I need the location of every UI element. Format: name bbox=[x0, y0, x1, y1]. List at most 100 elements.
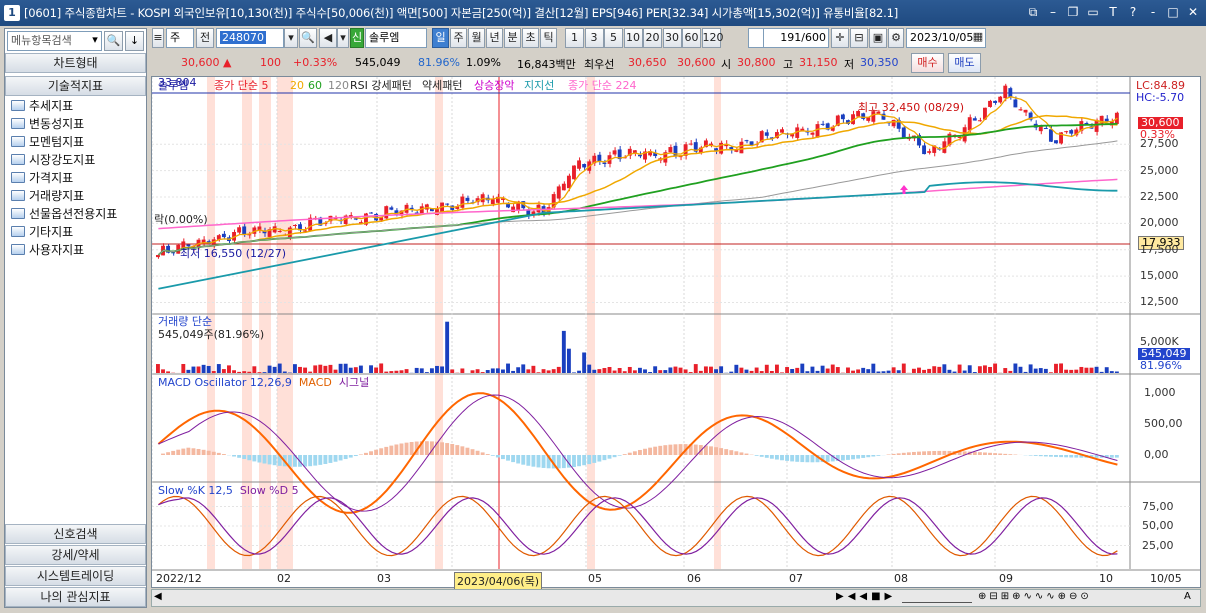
period-button-0[interactable]: 일 bbox=[432, 28, 449, 48]
volume-bar bbox=[846, 367, 850, 373]
dash-icon[interactable]: ‐ bbox=[1150, 5, 1156, 19]
tree-item-3[interactable]: 시장강도지표 bbox=[11, 151, 95, 168]
interval-button-3[interactable]: 10 bbox=[623, 28, 643, 48]
volume-bar bbox=[389, 371, 394, 373]
interval-button-2[interactable]: 5 bbox=[604, 28, 623, 48]
candle bbox=[389, 207, 394, 210]
period-button-3[interactable]: 년 bbox=[486, 28, 503, 48]
speaker-dropdown-icon[interactable]: ▾ bbox=[337, 28, 349, 48]
macd-oscillator-bar bbox=[292, 455, 297, 467]
interval-button-4[interactable]: 20 bbox=[643, 28, 662, 48]
code-dropdown-icon[interactable]: ▾ bbox=[284, 28, 298, 48]
scroll-left-icon[interactable]: ◀ bbox=[154, 591, 162, 602]
period-button-1[interactable]: 주 bbox=[450, 28, 467, 48]
candle bbox=[577, 160, 582, 169]
period-button-4[interactable]: 분 bbox=[504, 28, 521, 48]
volume-bar bbox=[445, 321, 450, 373]
my-indicator-button[interactable]: 나의 관심지표 bbox=[5, 587, 146, 607]
stock-name[interactable]: 솔루엠 bbox=[365, 28, 427, 48]
system-trading-button[interactable]: 시스템트레이딩 bbox=[5, 566, 146, 586]
period-button-5[interactable]: 초 bbox=[522, 28, 539, 48]
chart-canvas[interactable] bbox=[152, 77, 1200, 587]
zoom-slider[interactable] bbox=[902, 594, 972, 603]
tree-item-6[interactable]: 선물옵션전용지표 bbox=[11, 205, 117, 222]
interval-button-1[interactable]: 3 bbox=[584, 28, 604, 48]
all-button[interactable]: 전 bbox=[196, 28, 214, 48]
tree-item-8[interactable]: 사용자지표 bbox=[11, 241, 84, 258]
font-size-icon[interactable]: A bbox=[1184, 591, 1191, 602]
search-icon[interactable]: 🔍 bbox=[104, 31, 123, 51]
crosshair-icon[interactable]: ✛ bbox=[831, 28, 849, 48]
technical-indicator-header[interactable]: 기술적지표 bbox=[5, 76, 146, 96]
candle bbox=[292, 224, 297, 227]
calendar-icon[interactable]: ▦ bbox=[972, 30, 984, 43]
volume-bar bbox=[262, 372, 267, 373]
market-select[interactable]: 주 bbox=[166, 28, 194, 48]
interval-button-0[interactable]: 1 bbox=[565, 28, 584, 48]
macd-oscillator-bar bbox=[663, 445, 668, 455]
candle bbox=[632, 150, 637, 154]
volume-bar bbox=[683, 369, 688, 373]
chart-type-header[interactable]: 차트형태 bbox=[5, 53, 146, 73]
minimize-icon[interactable]: – bbox=[1050, 5, 1056, 19]
candle bbox=[729, 147, 734, 150]
candle bbox=[744, 140, 749, 142]
zoom-out-icon[interactable]: ⊟ bbox=[850, 28, 868, 48]
download-icon[interactable]: ↓ bbox=[125, 31, 144, 51]
tree-item-4[interactable]: 가격지표 bbox=[11, 169, 73, 186]
search-stock-icon[interactable]: 🔍 bbox=[299, 28, 317, 48]
interval-button-5[interactable]: 30 bbox=[662, 28, 682, 48]
horizontal-scrollbar[interactable]: ◀ ▶◀◀■▶ ⊕⊟⊞⊕∿∿∿⊕⊖⊙ A bbox=[151, 589, 1201, 607]
tree-item-0[interactable]: 추세지표 bbox=[11, 97, 73, 114]
help-icon[interactable]: ? bbox=[1129, 5, 1137, 19]
interval-button-6[interactable]: 60 bbox=[682, 28, 701, 48]
signal-search-button[interactable]: 신호검색 bbox=[5, 524, 146, 544]
list-icon[interactable]: ≡ bbox=[152, 28, 164, 48]
link-icon[interactable]: ⧉ bbox=[1028, 5, 1038, 19]
settings-icon[interactable]: ⚙ bbox=[888, 28, 904, 48]
dropdown-icon[interactable]: ▾ bbox=[92, 33, 98, 46]
tree-item-2[interactable]: 모멘텀지표 bbox=[11, 133, 84, 150]
maximize-icon[interactable]: ▭ bbox=[1087, 5, 1099, 19]
macd-oscillator-bar bbox=[480, 452, 485, 455]
candle bbox=[348, 215, 353, 218]
chart-area[interactable]: 솔루엠 종가 단순 5 20 60 120 RSI 강세패턴 약세패턴 상승장악 지지선 종가 단… bbox=[151, 76, 1201, 590]
close-icon[interactable]: ✕ bbox=[1187, 5, 1199, 19]
macd-oscillator-bar bbox=[460, 446, 465, 455]
volume-bar bbox=[815, 370, 820, 373]
page-count[interactable]: 191/600 bbox=[763, 28, 829, 48]
tree-item-5[interactable]: 거래량지표 bbox=[11, 187, 84, 204]
highlight-band bbox=[277, 77, 293, 569]
menu-search-input[interactable]: 메뉴항목검색 bbox=[7, 31, 102, 51]
lc-label: LC:84.89 bbox=[1136, 79, 1186, 92]
buy-button[interactable]: 매수 bbox=[911, 53, 944, 73]
x-axis-label-1: 02 bbox=[277, 572, 291, 585]
playback-controls-icon[interactable]: ▶◀◀■▶ bbox=[836, 591, 897, 602]
drawing-tools-icon[interactable]: ⊕⊟⊞⊕∿∿∿⊕⊖⊙ bbox=[978, 591, 1092, 602]
interval-button-7[interactable]: 120 bbox=[701, 28, 724, 48]
macd-oscillator-bar bbox=[724, 449, 729, 455]
period-button-2[interactable]: 월 bbox=[468, 28, 485, 48]
tree-item-7[interactable]: 기타지표 bbox=[11, 223, 73, 240]
restore-icon[interactable]: ❐ bbox=[1067, 5, 1079, 19]
date-input[interactable]: 2023/10/05 bbox=[906, 28, 986, 48]
macd-oscillator-bar bbox=[744, 453, 749, 455]
sell-button[interactable]: 매도 bbox=[948, 53, 981, 73]
save-icon[interactable]: ▣ bbox=[869, 28, 887, 48]
window-icon[interactable]: □ bbox=[1167, 5, 1179, 19]
speaker-icon[interactable]: ◀ bbox=[319, 28, 337, 48]
strong-weak-button[interactable]: 강세/약세 bbox=[5, 545, 146, 565]
candle bbox=[709, 143, 713, 146]
candle bbox=[475, 198, 480, 203]
text-icon[interactable]: T bbox=[1109, 5, 1117, 19]
candle bbox=[972, 118, 977, 121]
stock-code: 248070 bbox=[220, 31, 266, 44]
volume-bar bbox=[196, 366, 201, 373]
candle bbox=[988, 100, 992, 107]
tree-item-1[interactable]: 변동성지표 bbox=[11, 115, 84, 132]
period-button-6[interactable]: 틱 bbox=[540, 28, 557, 48]
candle bbox=[983, 107, 987, 120]
volume-bar bbox=[1094, 366, 1099, 373]
stock-code-input[interactable]: 248070 bbox=[216, 28, 284, 48]
